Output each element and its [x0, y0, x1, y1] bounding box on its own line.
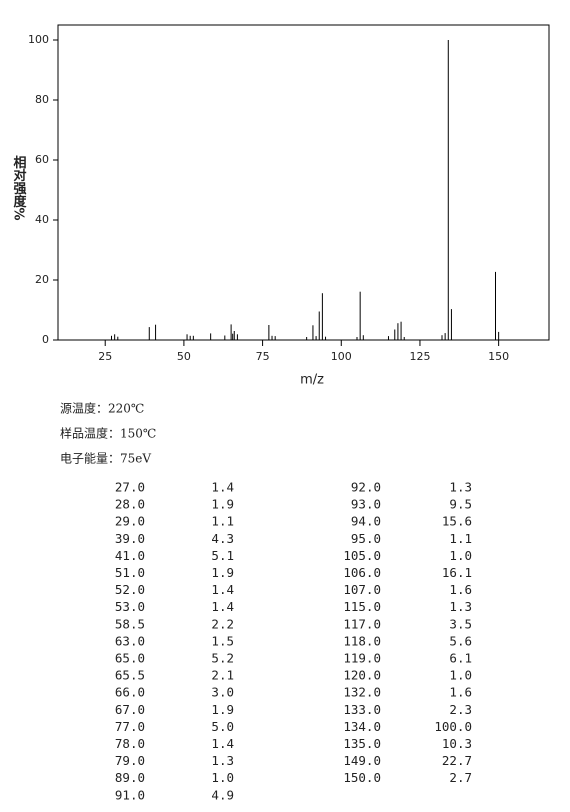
intensity-cell: 16.1 — [442, 565, 472, 580]
x-tick-label: 125 — [409, 350, 430, 363]
x-tick-label: 50 — [177, 350, 191, 363]
intensity-cell: 9.5 — [449, 497, 472, 512]
mz-cell: 79.0 — [115, 753, 145, 768]
mz-cell: 67.0 — [115, 702, 145, 717]
intensity-cell: 1.0 — [449, 668, 472, 683]
mz-cell: 106.0 — [343, 565, 381, 580]
x-tick-label: 100 — [331, 350, 352, 363]
mz-cell: 115.0 — [343, 599, 381, 614]
intensity-cell: 3.0 — [211, 685, 234, 700]
info-line: 电子能量：75eV — [60, 452, 151, 466]
intensity-cell: 1.0 — [449, 548, 472, 563]
mz-cell: 58.5 — [115, 616, 145, 631]
intensity-cell: 1.0 — [211, 770, 234, 785]
plot-frame — [57, 24, 550, 341]
x-tick-label: 150 — [488, 350, 509, 363]
x-axis-label: m/z — [300, 373, 324, 388]
intensity-cell: 10.3 — [442, 736, 472, 751]
intensity-cell: 1.6 — [449, 582, 472, 597]
intensity-cell: 6.1 — [449, 651, 472, 666]
y-tick-label: 80 — [35, 93, 49, 106]
y-tick-label: 40 — [35, 213, 49, 226]
mz-cell: 107.0 — [343, 582, 381, 597]
mz-cell: 93.0 — [351, 497, 381, 512]
info-line: 样品温度：150℃ — [60, 426, 156, 441]
intensity-cell: 5.6 — [449, 633, 472, 648]
mz-cell: 119.0 — [343, 651, 381, 666]
mz-cell: 63.0 — [115, 633, 145, 648]
mz-cell: 65.0 — [115, 651, 145, 666]
intensity-cell: 2.2 — [211, 616, 234, 631]
intensity-cell: 1.1 — [211, 514, 234, 529]
intensity-cell: 1.4 — [211, 582, 234, 597]
intensity-cell: 2.7 — [449, 770, 472, 785]
y-tick-label: 100 — [28, 33, 49, 46]
mz-cell: 51.0 — [115, 565, 145, 580]
intensity-cell: 1.9 — [211, 565, 234, 580]
intensity-cell: 15.6 — [442, 514, 472, 529]
mz-cell: 149.0 — [343, 753, 381, 768]
mz-cell: 89.0 — [115, 770, 145, 785]
intensity-cell: 1.5 — [211, 633, 234, 648]
mz-cell: 53.0 — [115, 599, 145, 614]
mz-cell: 65.5 — [115, 668, 145, 683]
x-tick-label: 75 — [256, 350, 270, 363]
intensity-cell: 1.3 — [449, 480, 472, 495]
intensity-cell: 2.3 — [449, 702, 472, 717]
y-tick-label: 20 — [35, 273, 49, 286]
mz-cell: 117.0 — [343, 616, 381, 631]
intensity-cell: 4.9 — [211, 787, 234, 802]
mz-cell: 120.0 — [343, 668, 381, 683]
mz-cell: 135.0 — [343, 736, 381, 751]
intensity-cell: 5.0 — [211, 719, 234, 734]
intensity-cell: 2.1 — [211, 668, 234, 683]
intensity-cell: 5.2 — [211, 651, 234, 666]
x-tick-label: 25 — [98, 350, 112, 363]
intensity-cell: 1.4 — [211, 736, 234, 751]
mz-cell: 28.0 — [115, 497, 145, 512]
y-axis-label: 相对强度% — [11, 155, 27, 221]
intensity-cell: 5.1 — [211, 548, 234, 563]
mz-cell: 94.0 — [351, 514, 381, 529]
mz-cell: 52.0 — [115, 582, 145, 597]
intensity-cell: 1.9 — [211, 702, 234, 717]
intensity-cell: 22.7 — [442, 753, 472, 768]
mz-cell: 66.0 — [115, 685, 145, 700]
mz-cell: 95.0 — [351, 531, 381, 546]
mz-cell: 118.0 — [343, 633, 381, 648]
intensity-cell: 100.0 — [434, 719, 472, 734]
intensity-cell: 1.1 — [449, 531, 472, 546]
intensity-cell: 1.3 — [211, 753, 234, 768]
mz-cell: 91.0 — [115, 787, 145, 802]
intensity-cell: 1.9 — [211, 497, 234, 512]
mz-cell: 39.0 — [115, 531, 145, 546]
mz-cell: 92.0 — [351, 480, 381, 495]
mz-cell: 150.0 — [343, 770, 381, 785]
intensity-cell: 1.3 — [449, 599, 472, 614]
mz-cell: 41.0 — [115, 548, 145, 563]
mz-cell: 133.0 — [343, 702, 381, 717]
intensity-cell: 1.4 — [211, 480, 234, 495]
intensity-cell: 1.6 — [449, 685, 472, 700]
mz-cell: 134.0 — [343, 719, 381, 734]
mz-cell: 105.0 — [343, 548, 381, 563]
y-tick-label: 0 — [42, 333, 49, 346]
mz-cell: 27.0 — [115, 480, 145, 495]
info-line: 源温度：220℃ — [60, 401, 144, 416]
mz-cell: 78.0 — [115, 736, 145, 751]
intensity-cell: 1.4 — [211, 599, 234, 614]
intensity-cell: 3.5 — [449, 616, 472, 631]
y-tick-label: 60 — [35, 153, 49, 166]
mz-cell: 77.0 — [115, 719, 145, 734]
mz-cell: 132.0 — [343, 685, 381, 700]
mz-cell: 29.0 — [115, 514, 145, 529]
intensity-cell: 4.3 — [211, 531, 234, 546]
